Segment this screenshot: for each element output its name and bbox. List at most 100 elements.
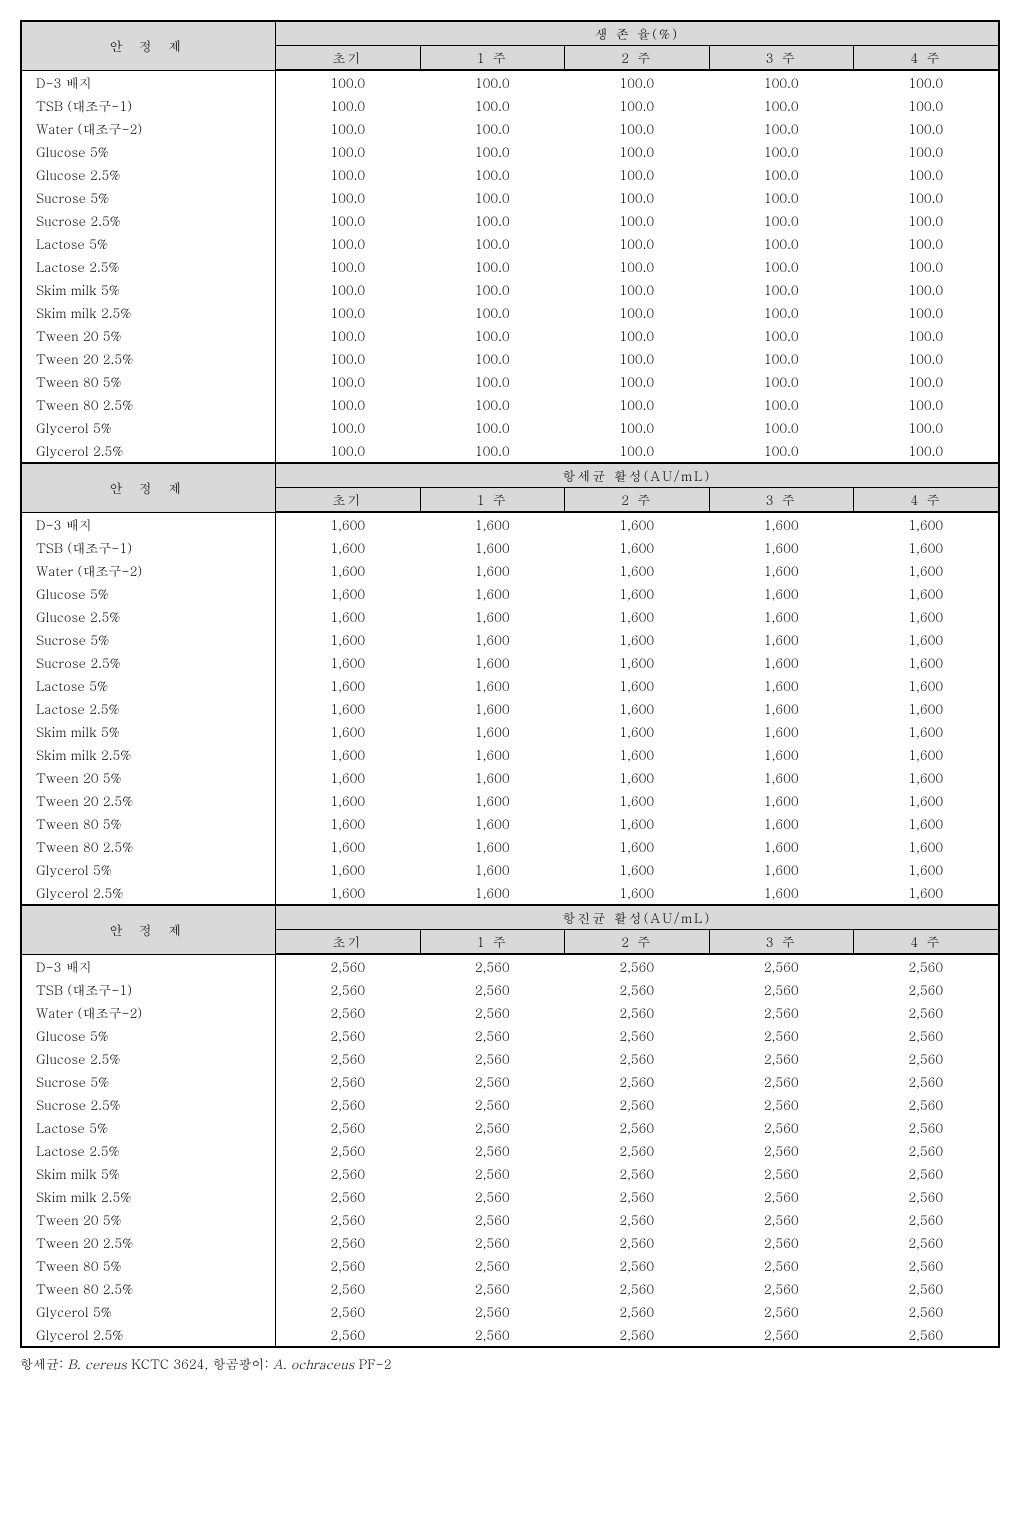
row-label: Glycerol 5% bbox=[21, 858, 275, 881]
cell-value: 1,600 bbox=[420, 628, 564, 651]
cell-value: 2,560 bbox=[709, 1185, 853, 1208]
cell-value: 1,600 bbox=[565, 628, 709, 651]
cell-value: 2,560 bbox=[709, 1300, 853, 1323]
cell-value: 2,560 bbox=[275, 1162, 420, 1185]
cell-value: 2,560 bbox=[709, 978, 853, 1001]
cell-value: 1,600 bbox=[420, 743, 564, 766]
row-label: Glucose 2.5% bbox=[21, 163, 275, 186]
row-label: Water (대조구-2) bbox=[21, 117, 275, 140]
cell-value: 100.0 bbox=[275, 416, 420, 439]
cell-value: 1,600 bbox=[275, 512, 420, 536]
cell-value: 1,600 bbox=[565, 835, 709, 858]
row-label: Skim milk 2.5% bbox=[21, 301, 275, 324]
cell-value: 100.0 bbox=[275, 117, 420, 140]
cell-value: 1,600 bbox=[275, 605, 420, 628]
cell-value: 100.0 bbox=[565, 439, 709, 463]
cell-value: 100.0 bbox=[565, 416, 709, 439]
cell-value: 2,560 bbox=[275, 1300, 420, 1323]
col-header-time: 초기 bbox=[275, 488, 420, 513]
cell-value: 100.0 bbox=[853, 347, 999, 370]
cell-value: 1,600 bbox=[275, 743, 420, 766]
cell-value: 2,560 bbox=[709, 1254, 853, 1277]
cell-value: 100.0 bbox=[420, 94, 564, 117]
cell-value: 1,600 bbox=[565, 720, 709, 743]
row-label: Glucose 5% bbox=[21, 582, 275, 605]
row-label: Lactose 2.5% bbox=[21, 255, 275, 278]
cell-value: 2,560 bbox=[709, 1024, 853, 1047]
cell-value: 2,560 bbox=[420, 978, 564, 1001]
row-label: Tween 20 2.5% bbox=[21, 347, 275, 370]
footnote-fungi-prefix: 항곰팡이: bbox=[212, 1354, 273, 1373]
cell-value: 100.0 bbox=[853, 70, 999, 94]
cell-value: 2,560 bbox=[420, 1254, 564, 1277]
cell-value: 100.0 bbox=[275, 186, 420, 209]
cell-value: 1,600 bbox=[709, 720, 853, 743]
cell-value: 1,600 bbox=[275, 858, 420, 881]
cell-value: 100.0 bbox=[853, 416, 999, 439]
cell-value: 1,600 bbox=[275, 559, 420, 582]
cell-value: 100.0 bbox=[853, 301, 999, 324]
cell-value: 1,600 bbox=[565, 536, 709, 559]
cell-value: 2,560 bbox=[420, 1162, 564, 1185]
cell-value: 1,600 bbox=[709, 743, 853, 766]
cell-value: 1,600 bbox=[853, 512, 999, 536]
cell-value: 2,560 bbox=[853, 1024, 999, 1047]
row-label: Glycerol 2.5% bbox=[21, 881, 275, 905]
row-label: Sucrose 2.5% bbox=[21, 1093, 275, 1116]
cell-value: 100.0 bbox=[420, 232, 564, 255]
row-label: Glucose 2.5% bbox=[21, 1047, 275, 1070]
cell-value: 1,600 bbox=[709, 812, 853, 835]
footnote-bact-prefix: 항세균: bbox=[20, 1354, 68, 1373]
row-label: Sucrose 2.5% bbox=[21, 651, 275, 674]
col-header-group: 항세균 활성(AU/mL) bbox=[275, 463, 999, 488]
col-header-time: 1 주 bbox=[420, 930, 564, 955]
cell-value: 2,560 bbox=[275, 1254, 420, 1277]
cell-value: 2,560 bbox=[420, 1323, 564, 1347]
cell-value: 1,600 bbox=[420, 559, 564, 582]
cell-value: 1,600 bbox=[565, 697, 709, 720]
cell-value: 100.0 bbox=[565, 209, 709, 232]
cell-value: 100.0 bbox=[853, 163, 999, 186]
row-label: Skim milk 5% bbox=[21, 278, 275, 301]
cell-value: 1,600 bbox=[709, 789, 853, 812]
cell-value: 2,560 bbox=[853, 1323, 999, 1347]
row-label: Glycerol 2.5% bbox=[21, 439, 275, 463]
cell-value: 100.0 bbox=[709, 347, 853, 370]
cell-value: 100.0 bbox=[853, 209, 999, 232]
cell-value: 2,560 bbox=[565, 1254, 709, 1277]
cell-value: 1,600 bbox=[275, 651, 420, 674]
cell-value: 2,560 bbox=[709, 1001, 853, 1024]
row-label: Lactose 5% bbox=[21, 674, 275, 697]
col-header-stabilizer: 안 정 제 bbox=[21, 21, 275, 70]
cell-value: 2,560 bbox=[853, 1139, 999, 1162]
row-label: Tween 80 5% bbox=[21, 812, 275, 835]
cell-value: 2,560 bbox=[565, 1185, 709, 1208]
cell-value: 100.0 bbox=[709, 416, 853, 439]
footnote-bact-strain: KCTC 3624, bbox=[127, 1354, 213, 1373]
cell-value: 2,560 bbox=[709, 1070, 853, 1093]
cell-value: 2,560 bbox=[565, 1024, 709, 1047]
cell-value: 1,600 bbox=[420, 835, 564, 858]
cell-value: 2,560 bbox=[853, 1208, 999, 1231]
cell-value: 2,560 bbox=[853, 1001, 999, 1024]
row-label: Glycerol 5% bbox=[21, 416, 275, 439]
cell-value: 1,600 bbox=[565, 605, 709, 628]
cell-value: 2,560 bbox=[565, 1001, 709, 1024]
cell-value: 2,560 bbox=[709, 1323, 853, 1347]
cell-value: 1,600 bbox=[420, 766, 564, 789]
row-label: Sucrose 5% bbox=[21, 186, 275, 209]
cell-value: 100.0 bbox=[709, 70, 853, 94]
row-label: D-3 배지 bbox=[21, 70, 275, 94]
data-table: 안 정 제생 존 율(%)초기1 주2 주3 주4 주D-3 배지100.010… bbox=[20, 20, 1000, 1348]
cell-value: 2,560 bbox=[275, 1139, 420, 1162]
cell-value: 1,600 bbox=[565, 812, 709, 835]
cell-value: 100.0 bbox=[565, 186, 709, 209]
row-label: Tween 20 5% bbox=[21, 766, 275, 789]
row-label: TSB (대조구-1) bbox=[21, 94, 275, 117]
cell-value: 100.0 bbox=[853, 370, 999, 393]
col-header-time: 3 주 bbox=[709, 488, 853, 513]
cell-value: 1,600 bbox=[853, 559, 999, 582]
row-label: Tween 20 2.5% bbox=[21, 789, 275, 812]
cell-value: 100.0 bbox=[565, 163, 709, 186]
cell-value: 2,560 bbox=[565, 1070, 709, 1093]
